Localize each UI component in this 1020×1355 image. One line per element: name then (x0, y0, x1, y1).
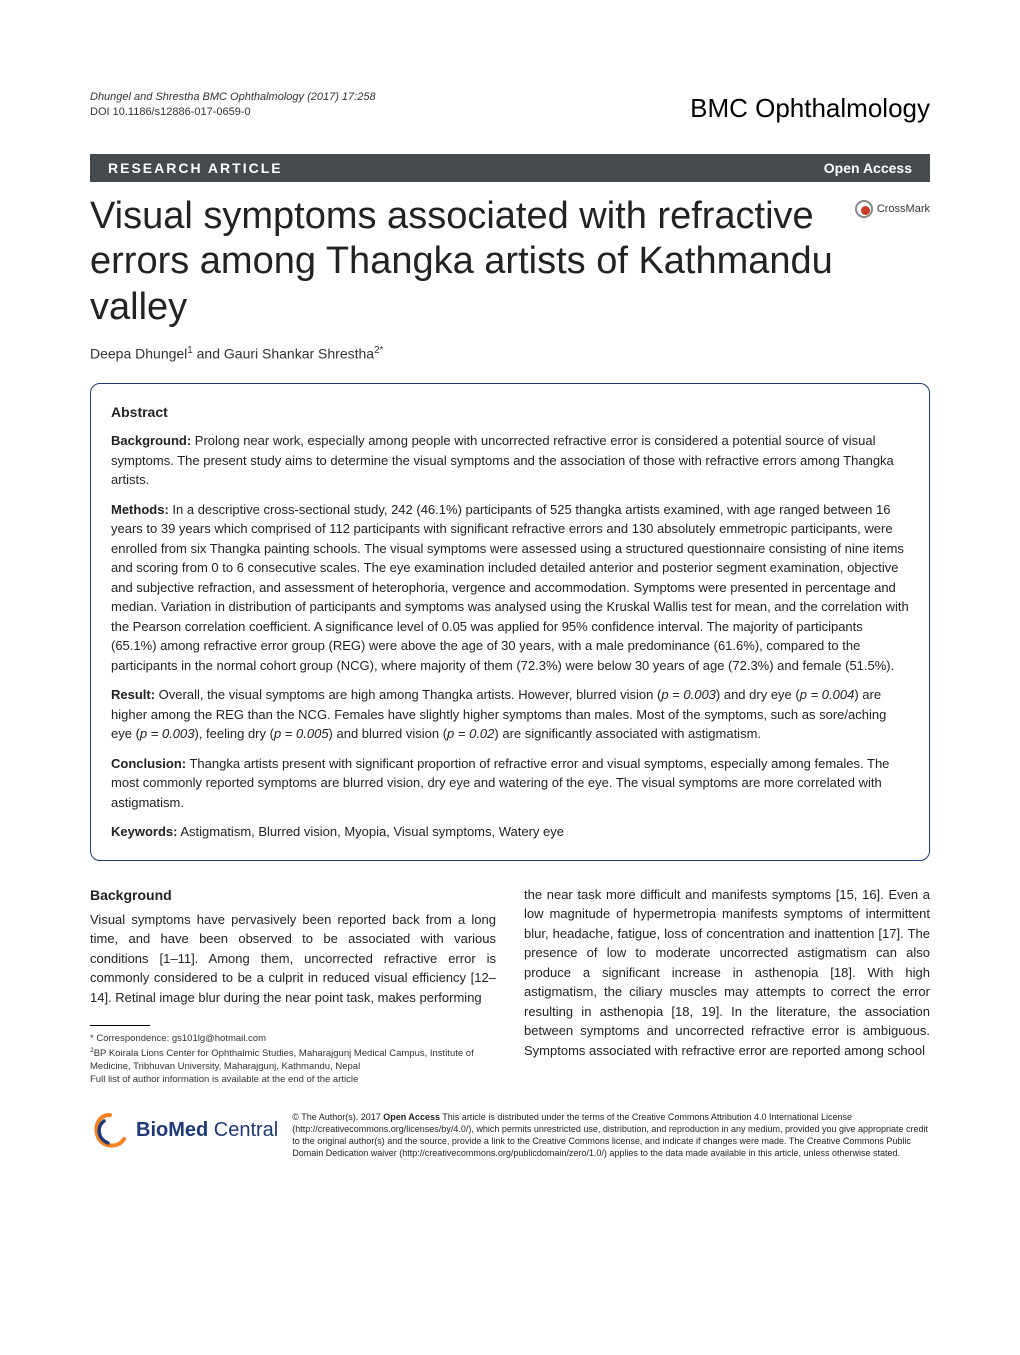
abstract-result-label: Result: (111, 687, 155, 702)
bmc-swirl-icon (90, 1111, 130, 1151)
author-2-aff: 2* (374, 345, 383, 356)
body-col-right: the near task more difficult and manifes… (524, 885, 930, 1087)
license-text: © The Author(s). 2017 Open Access This a… (292, 1111, 930, 1160)
crossmark-badge[interactable]: CrossMark (855, 200, 930, 218)
author-2: Gauri Shankar Shrestha (224, 345, 374, 361)
citation-line2: DOI 10.1186/s12886-017-0659-0 (90, 106, 251, 118)
abstract-result-mid4: ) and blurred vision ( (329, 726, 448, 741)
license-bold: Open Access (383, 1112, 440, 1122)
abstract-result: Result: Overall, the visual symptoms are… (111, 685, 909, 744)
citation-line1: Dhungel and Shrestha BMC Ophthalmology (… (90, 91, 376, 103)
author-1: Deepa Dhungel (90, 345, 187, 361)
abstract-result-p2: p = 0.004 (800, 687, 855, 702)
abstract-result-p5: p = 0.02 (447, 726, 494, 741)
abstract-keywords: Keywords: Astigmatism, Blurred vision, M… (111, 822, 909, 842)
license-pre: © The Author(s). 2017 (292, 1112, 383, 1122)
article-type-label: RESEARCH ARTICLE (108, 160, 283, 176)
footer: BioMed Central © The Author(s). 2017 Ope… (90, 1111, 930, 1160)
correspondence-line: * Correspondence: gs101lg@hotmail.com (90, 1032, 496, 1045)
abstract-methods-label: Methods: (111, 502, 169, 517)
crossmark-icon (855, 200, 873, 218)
body-col2-text: the near task more difficult and manifes… (524, 885, 930, 1061)
article-title: Visual symptoms associated with refracti… (90, 194, 845, 331)
abstract-result-pre: Overall, the visual symptoms are high am… (155, 687, 661, 702)
biomed-central-logo: BioMed Central (90, 1111, 278, 1151)
footnote-block: * Correspondence: gs101lg@hotmail.com 2B… (90, 1032, 496, 1086)
abstract-background: Background: Prolong near work, especiall… (111, 431, 909, 490)
bmc-brand-text: BioMed Central (136, 1119, 278, 1142)
abstract-methods-text: In a descriptive cross-sectional study, … (111, 502, 909, 673)
open-access-label: Open Access (824, 160, 912, 176)
author-list: Deepa Dhungel1 and Gauri Shankar Shresth… (90, 345, 930, 362)
abstract-background-label: Background: (111, 433, 191, 448)
full-author-list-note: Full list of author information is avail… (90, 1073, 496, 1086)
abstract-result-p4: p = 0.005 (274, 726, 329, 741)
bmc-brand-2: Central (208, 1119, 278, 1141)
abstract-conclusion-text: Thangka artists present with significant… (111, 756, 889, 810)
body-col-left: Background Visual symptoms have pervasiv… (90, 885, 496, 1087)
abstract-methods: Methods: In a descriptive cross-sectiona… (111, 500, 909, 676)
abstract-keywords-label: Keywords: (111, 824, 177, 839)
affiliation-line: 2BP Koirala Lions Center for Ophthalmic … (90, 1046, 496, 1074)
abstract-heading: Abstract (111, 402, 909, 423)
affiliation-text: BP Koirala Lions Center for Ophthalmic S… (90, 1048, 474, 1072)
author-and: and (193, 345, 224, 361)
abstract-keywords-text: Astigmatism, Blurred vision, Myopia, Vis… (177, 824, 564, 839)
abstract-result-mid1: ) and dry eye ( (716, 687, 800, 702)
bmc-brand-1: BioMed (136, 1119, 208, 1141)
abstract-result-p3: p = 0.003 (140, 726, 195, 741)
article-type-bar: RESEARCH ARTICLE Open Access (90, 154, 930, 182)
body-columns: Background Visual symptoms have pervasiv… (90, 885, 930, 1087)
abstract-background-text: Prolong near work, especially among peop… (111, 433, 894, 487)
abstract-conclusion: Conclusion: Thangka artists present with… (111, 754, 909, 813)
abstract-result-p1: p = 0.003 (661, 687, 716, 702)
background-heading: Background (90, 885, 496, 906)
abstract-result-mid3: ), feeling dry ( (194, 726, 273, 741)
body-col1-text: Visual symptoms have pervasively been re… (90, 910, 496, 1008)
abstract-box: Abstract Background: Prolong near work, … (90, 383, 930, 861)
footnote-divider (90, 1025, 150, 1026)
abstract-conclusion-label: Conclusion: (111, 756, 186, 771)
abstract-result-post: ) are significantly associated with asti… (494, 726, 761, 741)
crossmark-label: CrossMark (877, 203, 930, 215)
